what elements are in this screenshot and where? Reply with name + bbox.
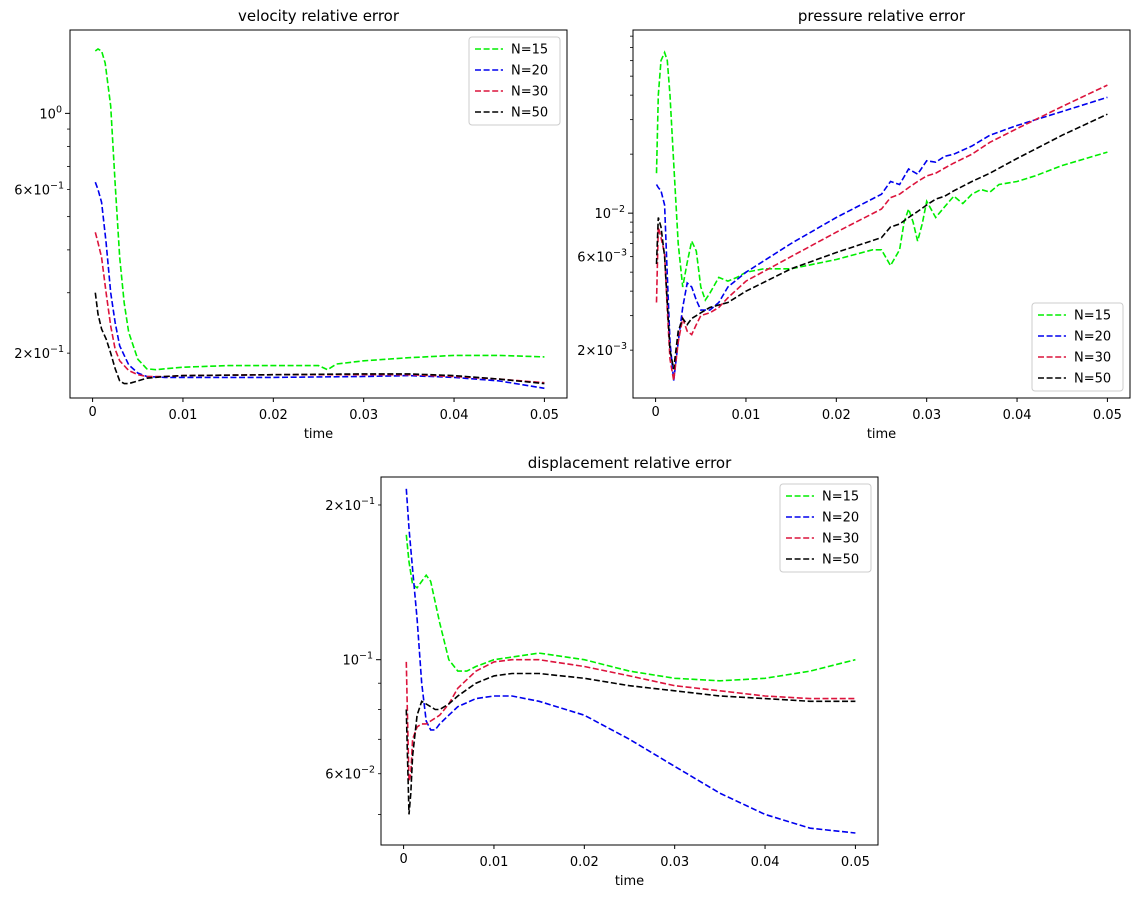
y-tick-label: 6×10−3 bbox=[577, 248, 627, 266]
legend-box bbox=[779, 483, 872, 573]
series-line-n30 bbox=[405, 658, 856, 782]
series-line-n50 bbox=[94, 292, 545, 385]
series-line-n20 bbox=[94, 181, 545, 390]
x-tick-label: 0.02 bbox=[259, 408, 288, 423]
series-line-n50 bbox=[405, 672, 856, 815]
x-tick-label: 0.05 bbox=[841, 855, 870, 870]
x-tick-label: 0.04 bbox=[751, 855, 780, 870]
x-tick-label: 0.03 bbox=[349, 408, 378, 423]
legend-label: N=30 bbox=[511, 85, 548, 100]
plot-frame bbox=[69, 29, 568, 399]
legend-label: N=50 bbox=[511, 106, 548, 121]
x-tick-label: 0.01 bbox=[479, 855, 508, 870]
legend-label: N=15 bbox=[822, 490, 859, 505]
x-axis-label: time bbox=[867, 427, 896, 442]
x-tick-label: 0.03 bbox=[912, 408, 941, 423]
x-tick-label: 0.03 bbox=[660, 855, 689, 870]
legend-label: N=20 bbox=[511, 64, 548, 79]
series-line-n15 bbox=[655, 50, 1108, 302]
legend-label: N=15 bbox=[511, 43, 548, 58]
chart-title: displacement relative error bbox=[528, 454, 732, 472]
y-tick-label: 100 bbox=[39, 104, 62, 122]
series-line-n50 bbox=[655, 113, 1108, 370]
legend: N=15 N=20 N=30 N=50 bbox=[779, 483, 872, 573]
x-tick-label: 0.01 bbox=[168, 408, 197, 423]
legend-label: N=30 bbox=[822, 532, 859, 547]
chart-2: pressure relative error 0 0.01 0.02 0.03 0.04… bbox=[577, 7, 1131, 442]
x-axis-label: time bbox=[615, 874, 644, 889]
x-tick-label: 0.05 bbox=[530, 408, 559, 423]
legend-label: N=30 bbox=[1074, 351, 1111, 366]
legend-box bbox=[1031, 302, 1124, 392]
chart-title: velocity relative error bbox=[238, 7, 400, 25]
x-tick-label: 0.05 bbox=[1093, 408, 1122, 423]
x-tick-label: 0 bbox=[399, 852, 407, 867]
y-tick-label: 2×10−1 bbox=[325, 496, 375, 514]
plot-frame bbox=[380, 476, 879, 846]
chart-3: displacement relative error 0 0.01 0.02 0.03… bbox=[325, 454, 879, 889]
plot-frame bbox=[632, 29, 1131, 399]
y-tick-label: 2×10−1 bbox=[14, 344, 64, 362]
y-tick-label: 10−1 bbox=[342, 651, 373, 669]
chart-title: pressure relative error bbox=[798, 7, 966, 25]
x-tick-label: 0.04 bbox=[440, 408, 469, 423]
y-tick-label: 6×10−2 bbox=[325, 765, 375, 783]
y-tick-label: 2×10−3 bbox=[577, 341, 627, 359]
legend-label: N=20 bbox=[1074, 330, 1111, 345]
x-tick-label: 0.04 bbox=[1003, 408, 1032, 423]
x-tick-label: 0 bbox=[651, 405, 659, 420]
legend: N=15 N=20 N=30 N=50 bbox=[1031, 302, 1124, 392]
legend-label: N=15 bbox=[1074, 309, 1111, 324]
y-tick-label: 6×10−1 bbox=[14, 180, 64, 198]
series-line-n30 bbox=[94, 232, 545, 384]
legend-label: N=50 bbox=[822, 553, 859, 568]
chart-1: velocity relative error 0 0.01 0.02 0.03 0.04… bbox=[14, 7, 568, 442]
x-tick-label: 0.02 bbox=[570, 855, 599, 870]
legend-label: N=50 bbox=[1074, 372, 1111, 387]
x-tick-label: 0 bbox=[88, 405, 96, 420]
y-tick-label: 10−2 bbox=[594, 204, 625, 222]
series-line-n30 bbox=[655, 84, 1108, 381]
x-tick-label: 0.02 bbox=[822, 408, 851, 423]
x-axis-label: time bbox=[304, 427, 333, 442]
legend: N=15 N=20 N=30 N=50 bbox=[468, 36, 561, 126]
series-line-n15 bbox=[405, 534, 856, 682]
x-tick-label: 0.01 bbox=[731, 408, 760, 423]
series-line-n15 bbox=[94, 48, 545, 371]
legend-box bbox=[468, 36, 561, 126]
legend-label: N=20 bbox=[822, 511, 859, 526]
